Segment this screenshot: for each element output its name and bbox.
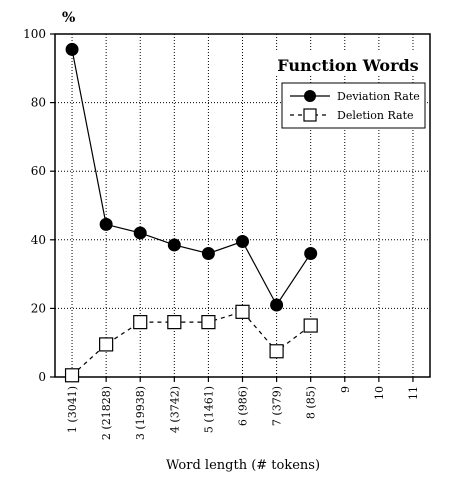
data-point-deletion [303,318,318,333]
data-point-deviation [270,298,284,312]
y-tick-label: 100 [23,27,46,41]
y-tick-label: 80 [31,96,46,110]
data-point-deletion [235,304,250,319]
data-point-deletion [133,315,148,330]
legend-marker-deletion [303,108,317,122]
y-axis-ticks: 0 20 40 60 80 100 [23,27,55,384]
x-tick-label: 6 (986) [237,386,250,426]
legend-label-deviation: Deviation Rate [337,90,420,103]
x-tick-label: 7 (379) [271,386,284,426]
x-tick-label: 1 (3041) [66,386,79,433]
legend: Deviation Rate Deletion Rate [281,82,426,129]
data-point-deviation [201,247,215,261]
x-tick-label: 5 (1461) [202,386,215,433]
data-point-deviation [99,217,113,231]
data-point-deletion [64,368,80,383]
x-tick-label: 8 (85) [305,386,318,419]
y-tick-label: 40 [31,233,46,247]
y-axis-label: % [62,10,75,26]
x-tick-label: 11 [407,386,420,400]
y-tick-label: 20 [31,301,46,315]
data-point-deletion [167,315,182,330]
data-point-deviation [65,42,79,56]
x-axis-ticks: 1 (3041) 2 (21828) 3 (19938) 4 (3742) 5 (146… [66,377,420,440]
data-point-deviation [304,247,318,261]
y-tick-label: 60 [31,164,46,178]
data-point-deletion [269,344,284,359]
x-tick-label: 9 [339,386,352,393]
data-point-deletion [99,337,114,352]
chart-title: Function Words [277,56,418,75]
data-point-deviation [133,226,147,240]
x-tick-label: 3 (19938) [134,386,147,440]
series-line-deviation [71,49,312,307]
series [64,42,318,383]
x-tick-label: 10 [373,386,386,400]
legend-label-deletion: Deletion Rate [337,109,414,122]
data-point-deletion [201,315,216,330]
x-tick-label: 4 (3742) [168,386,181,433]
x-axis-label: Word length (# tokens) [166,458,320,473]
legend-box [281,82,426,129]
y-tick-label: 0 [38,370,46,384]
x-tick-label: 2 (21828) [100,386,113,440]
chart-title-background [270,52,420,76]
legend-marker-deviation [304,90,316,102]
data-point-deviation [167,238,181,252]
data-point-deviation [236,235,249,249]
